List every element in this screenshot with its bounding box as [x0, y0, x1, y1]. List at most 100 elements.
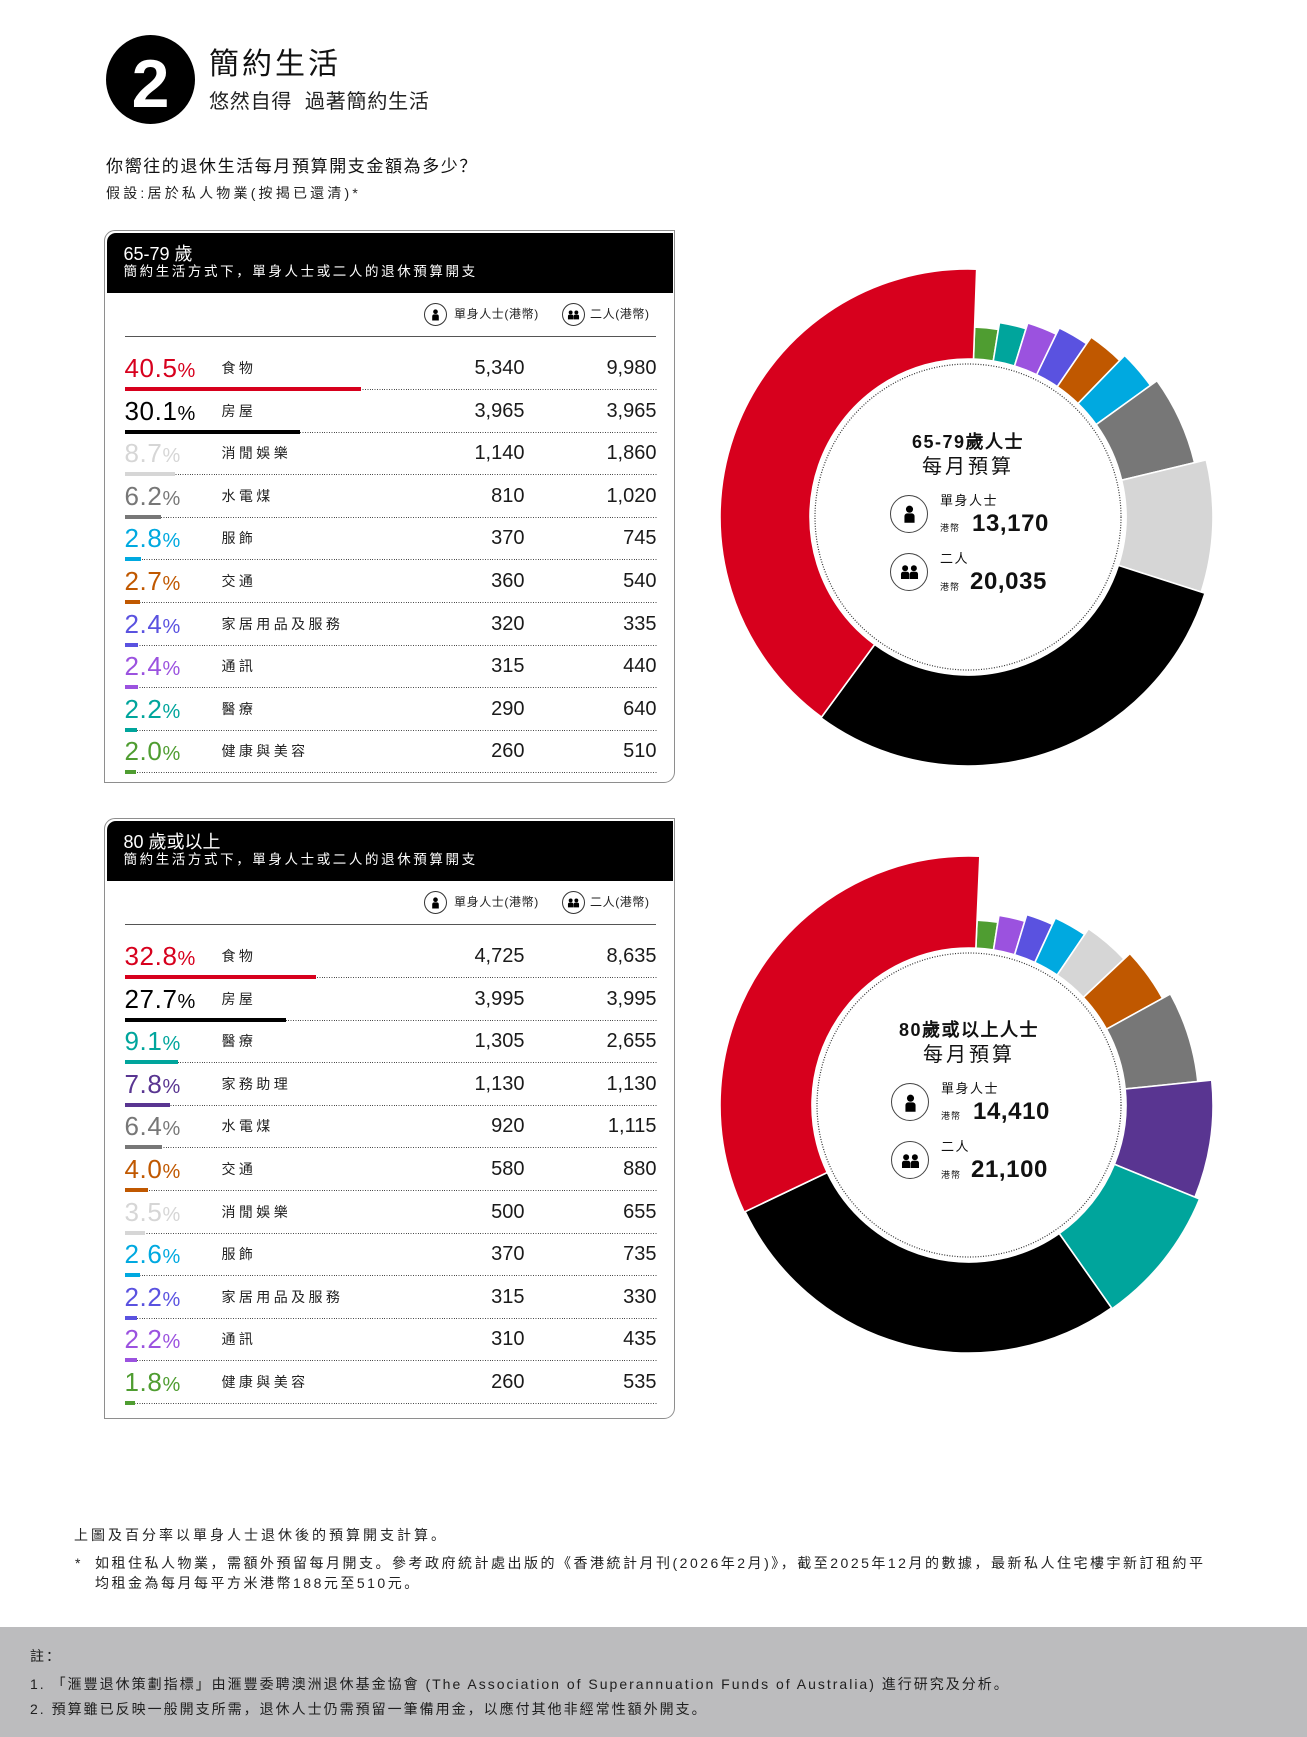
percentage-bar: [124, 727, 138, 732]
expense-row: 40.5% 食物 5,340 9,980: [105, 347, 674, 391]
expense-percentage: 8.7%: [125, 432, 181, 479]
couple-amount: 2,655: [606, 1030, 657, 1053]
donut-segment: [719, 267, 978, 718]
donut-chart-65-79: 65-79歲人士 每月預算 單身人士 港幣 13,170 二人 港幣 20,03…: [702, 251, 1234, 783]
single-amount: 580: [491, 1158, 525, 1180]
expense-row: 2.4% 通訊 315 440: [105, 645, 674, 690]
expense-row: 2.6% 服飾 370 735: [105, 1233, 674, 1278]
header-divider: [124, 924, 656, 925]
percent-sign: %: [162, 1246, 181, 1269]
expense-category: 水電煤: [221, 1118, 274, 1135]
percentage-value: 2.7: [124, 566, 163, 596]
expense-category: 交通: [221, 573, 257, 589]
percentage-bar: [124, 1230, 145, 1235]
couple-label: 二人: [941, 1139, 971, 1154]
percent-sign: %: [162, 700, 181, 723]
couple-amount: 9,980: [606, 357, 657, 379]
dotted-divider: [124, 602, 657, 603]
percentage-value: 30.1: [124, 395, 178, 426]
single-amount: 320: [491, 612, 525, 635]
expense-percentage: 2.4%: [125, 603, 181, 650]
dotted-divider: [124, 1232, 657, 1234]
percentage-value: 32.8: [124, 941, 178, 971]
percentage-bar: [124, 685, 139, 690]
donut-center-subtitle: 每月預算: [922, 455, 1014, 478]
percentage-bar: [124, 975, 316, 979]
percentage-value: 7.8: [124, 1068, 163, 1099]
table-subtitle: 簡約生活方式下，單身人士或二人的退休預算開支: [123, 263, 478, 279]
couple-amount: 540: [623, 570, 657, 592]
percentage-bar: [124, 1102, 170, 1107]
expense-percentage: 2.4%: [125, 645, 181, 692]
couple-monthly-total: 21,100: [971, 1156, 1049, 1183]
percent-sign: %: [162, 1203, 181, 1226]
column-header-single: 單身人士(港幣): [454, 895, 539, 909]
percentage-value: 6.4: [124, 1111, 163, 1142]
percentage-bar: [124, 600, 141, 604]
expense-row: 9.1% 醫療 1,305 2,655: [105, 1020, 674, 1065]
dotted-divider: [124, 772, 657, 774]
dotted-divider: [124, 644, 657, 646]
single-amount: 370: [491, 527, 525, 550]
dotted-divider: [124, 389, 657, 390]
expense-category: 水電煤: [221, 487, 274, 504]
percentage-value: 4.0: [124, 1154, 163, 1184]
percent-sign: %: [162, 1161, 181, 1183]
single-amount: 5,340: [474, 357, 525, 379]
expense-percentage: 9.1%: [125, 1020, 181, 1067]
donut-segment: [719, 855, 981, 1214]
single-label: 單身人士: [941, 1081, 1000, 1096]
couple-monthly-total: 20,035: [970, 567, 1048, 595]
footer-label: 註：: [30, 1648, 62, 1664]
expense-category: 消閒娛樂: [221, 445, 292, 462]
donut-center-title: 80歲或以上人士: [898, 1020, 1040, 1040]
dotted-divider: [124, 1403, 657, 1404]
expense-percentage: 2.2%: [125, 1276, 181, 1323]
single-amount: 3,965: [474, 399, 525, 422]
single-amount: 3,995: [474, 987, 525, 1010]
percent-sign: %: [177, 402, 196, 425]
expense-category: 消閒娛樂: [221, 1203, 292, 1220]
budget-table-65-79: 65-79 歲 簡約生活方式下，單身人士或二人的退休預算開支 單身人士(港幣) …: [104, 230, 675, 783]
percent-sign: %: [162, 445, 181, 468]
couple-amount: 435: [623, 1328, 657, 1351]
couple-amount: 655: [623, 1200, 657, 1223]
calculation-basis-note: 上圖及百分率以單身人士退休後的預算開支計算。: [74, 1527, 448, 1543]
percentage-value: 1.8: [124, 1367, 163, 1397]
percentage-bar: [124, 514, 161, 519]
single-amount: 370: [491, 1243, 525, 1266]
footer-notes-panel: 註： 1. 「滙豐退休策劃指標」由滙豐委聘澳洲退休基金協會 (The Assoc…: [0, 1627, 1307, 1737]
couple-amount: 640: [623, 697, 657, 720]
percent-sign: %: [162, 573, 181, 595]
couple-amount: 1,860: [606, 442, 657, 465]
table-title: 80 歲或以上: [123, 831, 221, 852]
percentage-bar: [124, 1145, 162, 1150]
currency-label: 港幣: [941, 1111, 962, 1121]
single-amount: 4,725: [474, 945, 525, 967]
dotted-divider: [124, 729, 657, 731]
expense-percentage: 2.8%: [125, 517, 181, 564]
dotted-divider: [124, 1147, 657, 1149]
percentage-bar: [124, 1273, 140, 1278]
percentage-value: 2.8: [124, 523, 163, 554]
expense-row: 4.0% 交通 580 880: [105, 1148, 674, 1192]
percentage-value: 8.7: [124, 438, 163, 469]
expense-row: 2.2% 家居用品及服務 315 330: [105, 1276, 674, 1320]
dotted-inner-ring: [816, 952, 1122, 1258]
asterisk-mark: *: [75, 1555, 81, 1571]
table-header: 65-79 歲 簡約生活方式下，單身人士或二人的退休預算開支: [106, 232, 673, 293]
percentage-value: 2.2: [124, 693, 163, 724]
expense-percentage: 1.8%: [125, 1361, 181, 1408]
expense-category: 房屋: [221, 402, 257, 419]
expense-percentage: 40.5%: [125, 347, 196, 394]
percentage-bar: [124, 1017, 286, 1022]
expense-percentage: 2.6%: [125, 1233, 181, 1280]
two-persons-icon: [890, 552, 928, 591]
footer-note-1: 1. 「滙豐退休策劃指標」由滙豐委聘澳洲退休基金協會 (The Associat…: [30, 1676, 1010, 1692]
single-amount: 1,305: [474, 1030, 525, 1053]
assumption-note: 假設:居於私人物業(按揭已還清)*: [106, 185, 362, 201]
single-amount: 315: [491, 1285, 525, 1308]
expense-category: 醫療: [221, 700, 257, 717]
couple-amount: 3,995: [606, 987, 657, 1010]
expense-percentage: 27.7%: [125, 978, 196, 1025]
